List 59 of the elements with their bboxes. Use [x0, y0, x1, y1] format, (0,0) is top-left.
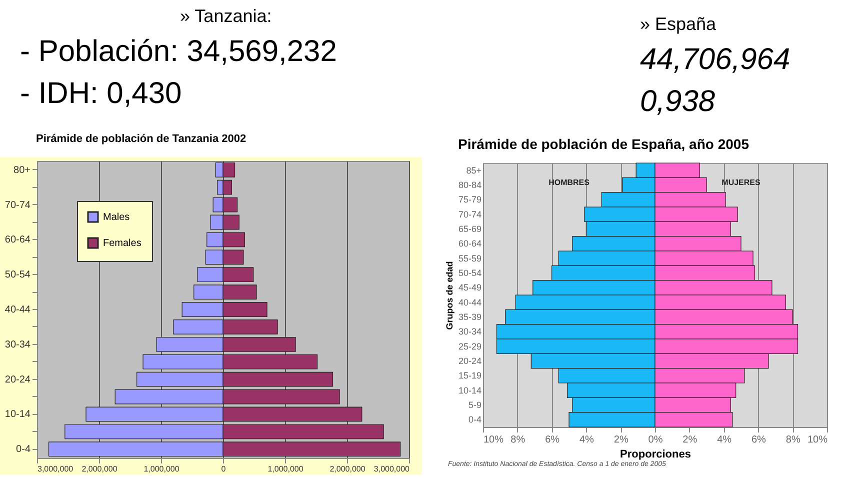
x-tick-label: 10%: [807, 434, 828, 446]
x-tick-label: 0%: [648, 434, 663, 446]
y-tick-label: 20-24: [458, 356, 482, 366]
text: - IDH: 0,430: [19, 76, 183, 112]
text: » España: [640, 14, 718, 35]
y-tick-label: 80-84: [458, 180, 482, 190]
x-tick-label: 3,000,000: [374, 464, 410, 474]
y-tick-label: 5-9: [468, 400, 482, 410]
chart-title: Pirámide de población de Tanzania 2002: [35, 133, 248, 147]
y-tick-label: 30-34: [458, 326, 482, 337]
y-tick-label: 65-69: [458, 224, 482, 234]
y-tick-label: 30-34: [4, 339, 31, 350]
x-tick-label: 2,000,000: [330, 464, 366, 474]
x-tick-label: 2%: [614, 434, 628, 446]
series-label: HOMBRES: [548, 178, 590, 187]
y-axis-title: Grupos de edad: [444, 261, 454, 330]
x-tick-label: 8%: [510, 434, 526, 446]
y-tick-label: 0-4: [468, 414, 482, 425]
x-tick-label: 2,000,000: [82, 464, 118, 474]
x-tick-label: 8%: [786, 434, 800, 446]
x-tick-label: 1,000,000: [144, 464, 180, 474]
text: » Tanzania:: [179, 6, 273, 27]
x-tick-label: 6%: [751, 434, 766, 446]
x-tick-label: 4%: [579, 434, 594, 446]
legend-label: Females: [103, 238, 142, 249]
x-tick-label: 6%: [545, 434, 560, 446]
x-tick-label: 3,000,000: [38, 464, 74, 474]
y-tick-label: 55-59: [458, 253, 482, 264]
chart-title: Pirámide de población de España, año 2005: [457, 136, 750, 154]
y-tick-label: 70-74: [458, 209, 482, 220]
y-tick-label: 35-39: [458, 312, 482, 322]
text: 0,938: [640, 84, 716, 120]
y-tick-label: 40-44: [458, 297, 482, 308]
y-tick-label: 50-54: [458, 268, 482, 278]
y-tick-label: 60-64: [458, 238, 482, 249]
text: 44,706,964: [640, 42, 792, 78]
y-tick-label: 0-4: [16, 444, 31, 456]
x-axis-title: Proporciones: [620, 448, 691, 460]
y-tick-label: 60-64: [4, 234, 31, 246]
y-tick-label: 40-44: [4, 304, 31, 316]
y-tick-label: 75-79: [458, 194, 482, 205]
y-tick-label: 10-14: [458, 385, 482, 396]
y-tick-label: 45-49: [458, 282, 482, 293]
x-tick-label: 2%: [682, 434, 698, 446]
x-tick-label: 4%: [717, 434, 732, 446]
y-tick-label: 15-19: [458, 370, 482, 381]
x-tick-label: 1,000,000: [268, 464, 304, 474]
y-tick-label: 50-54: [4, 270, 31, 281]
y-tick-label: 20-24: [4, 374, 31, 386]
y-tick-label: 80+: [14, 164, 31, 176]
x-tick-label: 0: [221, 464, 226, 474]
series-label: MUJERES: [722, 178, 761, 187]
y-tick-label: 70-74: [4, 200, 31, 211]
y-tick-label: 25-29: [458, 341, 482, 352]
y-tick-label: 85+: [466, 165, 482, 176]
y-tick-label: 10-14: [4, 409, 31, 420]
x-tick-label: 10%: [484, 434, 504, 446]
text: - Población: 34,569,232: [19, 34, 338, 70]
legend-label: Males: [103, 212, 130, 223]
